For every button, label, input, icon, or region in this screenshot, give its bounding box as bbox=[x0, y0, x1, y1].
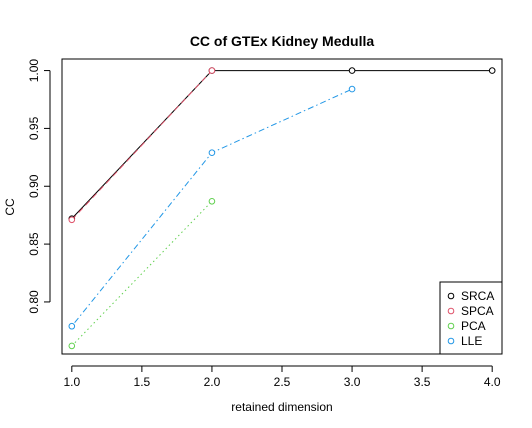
legend-marker bbox=[447, 337, 455, 345]
legend-marker bbox=[447, 307, 455, 315]
legend-label: SPCA bbox=[461, 304, 494, 318]
series-layer bbox=[68, 67, 496, 350]
x-tick-label: 1.0 bbox=[63, 375, 80, 389]
y-tick-label: 0.90 bbox=[27, 174, 41, 198]
series-srca bbox=[68, 67, 496, 222]
data-point-spca bbox=[208, 67, 216, 74]
legend-label: PCA bbox=[461, 319, 486, 333]
data-point-srca bbox=[488, 67, 496, 74]
x-tick-label: 3.0 bbox=[344, 375, 361, 389]
x-tick-label: 2.5 bbox=[274, 375, 291, 389]
data-point-pca bbox=[208, 197, 216, 205]
y-tick-label: 1.00 bbox=[27, 59, 41, 83]
data-point-lle bbox=[68, 322, 76, 330]
x-axis: 1.0 1.5 2.0 2.5 3.0 3.5 4.0 bbox=[63, 365, 501, 389]
x-tick-label: 2.0 bbox=[204, 375, 221, 389]
data-point-lle bbox=[208, 149, 216, 157]
series-line-spca bbox=[71, 70, 213, 221]
y-axis-label: CC bbox=[3, 198, 17, 216]
x-tick-label: 1.5 bbox=[134, 375, 151, 389]
data-point-srca bbox=[348, 67, 356, 74]
legend-label: LLE bbox=[461, 334, 482, 348]
series-line-pca bbox=[71, 200, 213, 347]
data-point-spca bbox=[68, 216, 76, 224]
data-point-lle bbox=[348, 85, 356, 93]
y-tick-label: 0.95 bbox=[27, 116, 41, 140]
legend-marker bbox=[447, 322, 455, 330]
series-pca bbox=[68, 197, 216, 350]
y-tick-label: 0.85 bbox=[27, 232, 41, 256]
series-line-lle bbox=[71, 88, 353, 327]
series-line-srca bbox=[71, 70, 493, 219]
x-tick-label: 4.0 bbox=[484, 375, 501, 389]
y-axis: 0.80 0.85 0.90 0.95 1.00 bbox=[27, 59, 51, 314]
series-spca bbox=[68, 67, 216, 224]
chart-title: CC of GTEx Kidney Medulla bbox=[190, 33, 375, 49]
plot-area bbox=[61, 58, 503, 355]
x-tick-label: 3.5 bbox=[414, 375, 431, 389]
x-axis-label: retained dimension bbox=[231, 400, 332, 414]
legend-marker bbox=[447, 292, 455, 300]
data-point-pca bbox=[68, 342, 76, 350]
y-tick-label: 0.80 bbox=[27, 290, 41, 314]
legend-label: SRCA bbox=[461, 289, 494, 303]
series-lle bbox=[68, 85, 356, 330]
